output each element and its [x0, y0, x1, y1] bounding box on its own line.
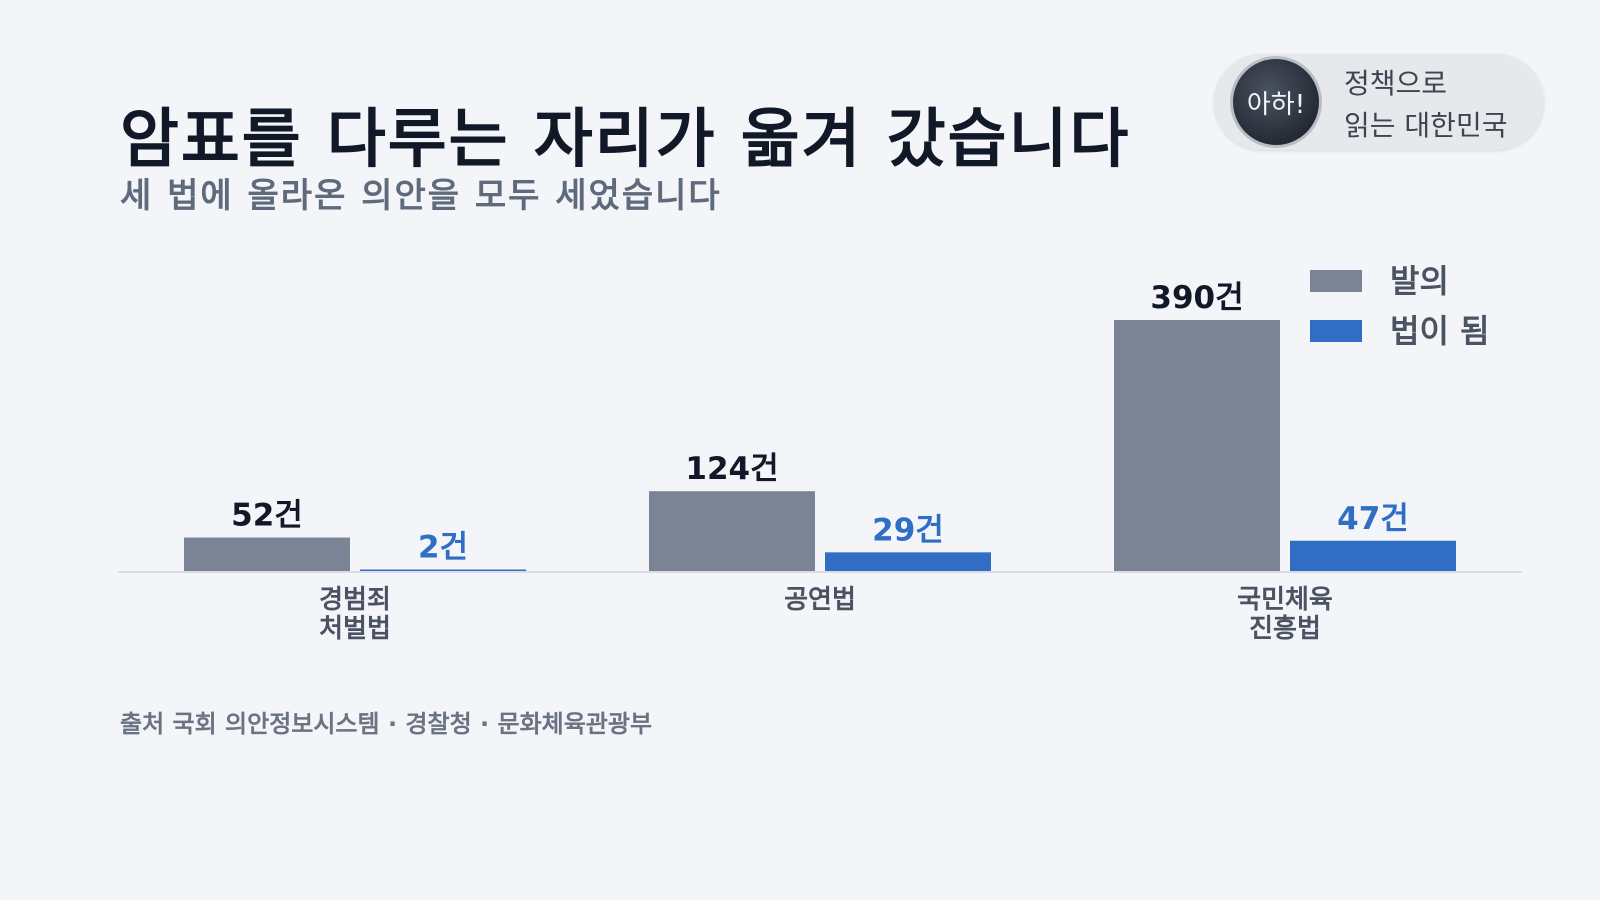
brand-badge: 아하! 정책으로 읽는 대한민국	[1214, 54, 1544, 150]
brand-line-1: 정책으로	[1344, 67, 1448, 100]
bar-proposed	[649, 491, 815, 571]
data-label: 47건	[1337, 501, 1409, 537]
page-subtitle: 세 법에 올라온 의안을 모두 세었습니다	[120, 176, 722, 216]
legend-label: 법이 됨	[1390, 312, 1489, 350]
bar-enacted	[825, 552, 991, 571]
legend-swatch-enacted	[1310, 320, 1362, 342]
brand-line-2: 읽는 대한민국	[1344, 109, 1508, 142]
brand-logo-circle: 아하!	[1230, 56, 1322, 148]
bar-proposed	[1114, 320, 1280, 571]
x-tick-label: 경범죄	[319, 585, 391, 615]
source-note: 출처 국회 의안정보시스템 · 경찰청 · 문화체육관광부	[120, 710, 653, 738]
x-tick-label: 진흥법	[1249, 614, 1321, 644]
bar-enacted	[360, 569, 526, 571]
x-tick-label: 공연법	[784, 585, 856, 615]
data-label: 29건	[872, 512, 944, 548]
data-label: 2건	[418, 530, 468, 566]
legend-swatch-proposed	[1310, 270, 1362, 292]
x-tick-label: 국민체육	[1237, 585, 1333, 615]
bar-proposed	[184, 537, 350, 571]
data-label: 124건	[685, 451, 778, 487]
page-title: 암표를 다루는 자리가 옮겨 갔습니다	[120, 103, 1131, 177]
bar-enacted	[1290, 540, 1456, 571]
x-tick-label: 처벌법	[319, 614, 391, 644]
data-label: 52건	[231, 498, 303, 534]
data-label: 390건	[1150, 280, 1243, 316]
legend-label: 발의	[1390, 262, 1449, 300]
